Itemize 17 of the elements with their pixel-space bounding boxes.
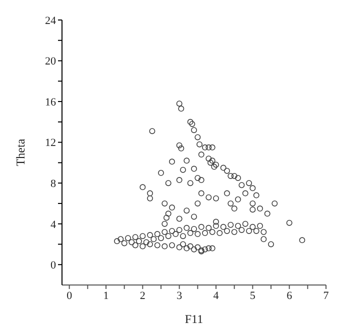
y-tick-label: 20 <box>45 56 56 68</box>
x-tick-label: 0 <box>66 290 73 302</box>
x-tick-label: 3 <box>176 290 183 302</box>
x-tick-label: 4 <box>213 290 220 302</box>
x-tick-label: 7 <box>323 290 330 302</box>
x-tick-label: 2 <box>140 290 146 302</box>
y-tick-label: 0 <box>50 260 56 272</box>
y-tick-label: 12 <box>45 137 56 150</box>
x-tick-label: 1 <box>103 290 109 302</box>
y-tick-label: 16 <box>45 96 56 108</box>
y-tick-label: 24 <box>45 14 56 27</box>
y-tick-label: 4 <box>50 218 56 231</box>
x-tick-label: 6 <box>286 290 293 302</box>
x-tick-label: 5 <box>250 290 256 302</box>
y-axis-title: Theta <box>13 138 28 166</box>
x-axis-title: F11 <box>184 312 204 325</box>
y-tick-label: 8 <box>50 178 56 190</box>
